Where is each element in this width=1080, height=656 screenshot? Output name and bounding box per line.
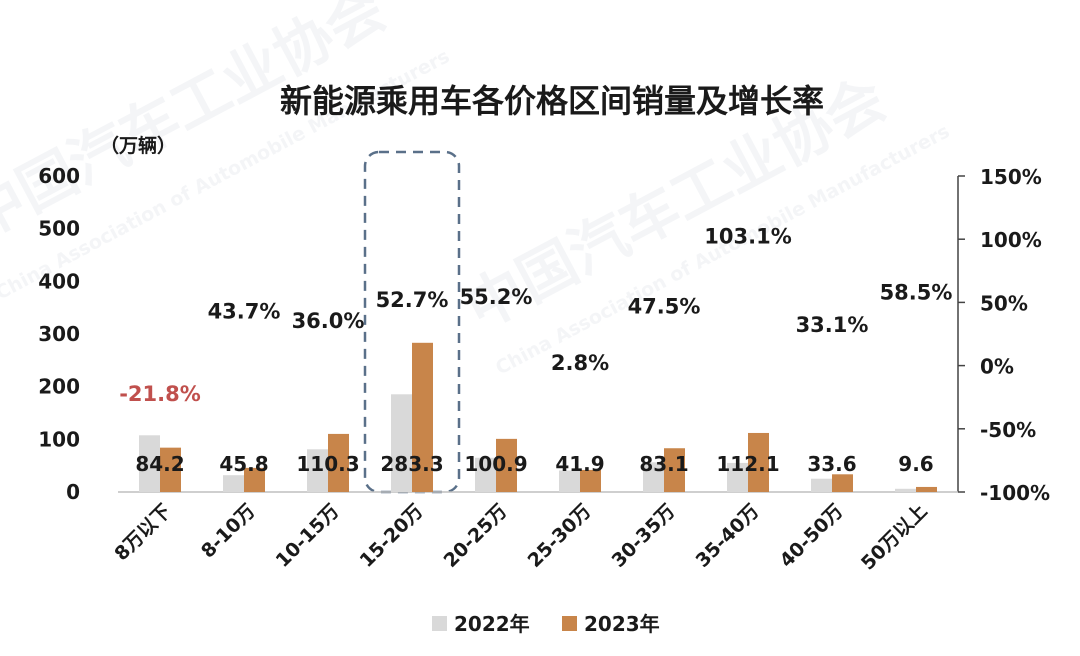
value-label: 41.9	[555, 452, 604, 476]
value-label: 112.1	[716, 452, 779, 476]
bar-2023年-30-35万	[664, 448, 685, 492]
legend-swatch	[562, 616, 577, 631]
value-label: 100.9	[464, 452, 527, 476]
value-label: 9.6	[898, 452, 933, 476]
y-left-tick-label: 100	[38, 427, 80, 451]
x-tick-label: 25-30万	[524, 500, 596, 572]
growth-rate-label: 47.5%	[628, 295, 701, 319]
y-right-tick-label: -50%	[980, 418, 1036, 442]
bar-2022年-8万以下	[139, 435, 160, 492]
bar-2022年-50万以上	[895, 488, 916, 492]
growth-rate-label: 103.1%	[704, 224, 791, 248]
y-right-tick-label: 50%	[980, 291, 1028, 315]
legend: 2022年 2023年	[432, 612, 660, 636]
growth-rate-label: 33.1%	[796, 313, 869, 337]
x-tick-label: 30-35万	[608, 500, 680, 572]
y-left-tick-label: 0	[66, 480, 80, 504]
bar-2022年-20-25万	[475, 457, 496, 492]
y-axis-unit-label: （万辆）	[100, 134, 176, 157]
bar-2023年-35-40万	[748, 432, 769, 492]
y-left-tick-label: 600	[38, 164, 80, 188]
bar-2022年-10-15万	[307, 449, 328, 492]
growth-rate-label: 43.7%	[208, 299, 281, 323]
highlight-box-15-20	[363, 150, 461, 494]
y-right-tick-label: 150%	[980, 165, 1042, 189]
bar-2023年-40-50万	[832, 474, 853, 492]
y-left-tick-label: 200	[38, 375, 80, 399]
x-tick-label: 10-15万	[272, 500, 344, 572]
bar-2023年-20-25万	[496, 438, 517, 492]
x-tick-label: 15-20万	[356, 500, 428, 572]
growth-rate-label: 36.0%	[292, 309, 365, 333]
value-labels: 84.2 45.8 110.3 283.3 100.9 41.9 83.1 112.1 33.6…	[135, 452, 933, 476]
bar-2023年-15-20万	[412, 342, 433, 492]
bar-2023年-25-30万	[580, 469, 601, 492]
legend-label: 2022年	[454, 612, 530, 636]
growth-rate-label: -21.8%	[119, 382, 201, 406]
value-label: 45.8	[219, 452, 268, 476]
chart-title: 新能源乘用车各价格区间销量及增长率	[280, 82, 824, 120]
value-label: 283.3	[380, 452, 443, 476]
x-tick-label: 50万以上	[857, 500, 932, 575]
value-label: 84.2	[135, 452, 184, 476]
x-tick-label: 8-10万	[197, 500, 260, 563]
bar-2022年-35-40万	[727, 462, 748, 492]
bar-2022年-8-10万	[223, 475, 244, 492]
bar-2023年-8-10万	[244, 467, 265, 492]
value-label: 33.6	[807, 452, 856, 476]
y-right-tick-label: 100%	[980, 228, 1042, 252]
bar-2022年-15-20万	[391, 394, 412, 492]
bar-2023年-50万以上	[916, 486, 937, 492]
legend-swatch	[432, 616, 447, 631]
growth-rate-label: 55.2%	[460, 285, 533, 309]
growth-rate-label: 58.5%	[880, 281, 953, 305]
bar-2022年-30-35万	[643, 462, 664, 492]
bar-series	[139, 342, 937, 492]
x-axis-labels: 8万以下 8-10万 10-15万 15-20万 20-25万 25-30万 30-35万 3…	[110, 500, 931, 575]
value-label: 83.1	[639, 452, 688, 476]
x-tick-label: 40-50万	[776, 500, 848, 572]
legend-label: 2023年	[584, 612, 660, 636]
y-right-tick-label: 0%	[980, 355, 1014, 379]
y-right-tick-label: -100%	[980, 481, 1050, 505]
growth-rate-label: 2.8%	[551, 351, 609, 375]
y-left-tick-label: 300	[38, 322, 80, 346]
bar-2023年-10-15万	[328, 433, 349, 492]
growth-rate-label: 52.7%	[376, 288, 449, 312]
bar-2022年-40-50万	[811, 478, 832, 492]
y-axis-right: -100% -50% 0% 50% 100% 150%	[958, 165, 1050, 505]
bar-2022年-25-30万	[559, 470, 580, 492]
y-axis-left: 0 100 200 300 400 500 600	[38, 164, 80, 504]
bar-2023年-8万以下	[160, 447, 181, 492]
y-left-tick-label: 400	[38, 269, 80, 293]
x-tick-label: 35-40万	[692, 500, 764, 572]
growth-rate-labels: -21.8% 43.7% 36.0% 52.7% 55.2% 2.8% 47.5% 103.1…	[119, 224, 952, 406]
y-left-tick-label: 500	[38, 217, 80, 241]
x-tick-label: 20-25万	[440, 500, 512, 572]
value-label: 110.3	[296, 452, 359, 476]
x-tick-label: 8万以下	[110, 500, 175, 565]
